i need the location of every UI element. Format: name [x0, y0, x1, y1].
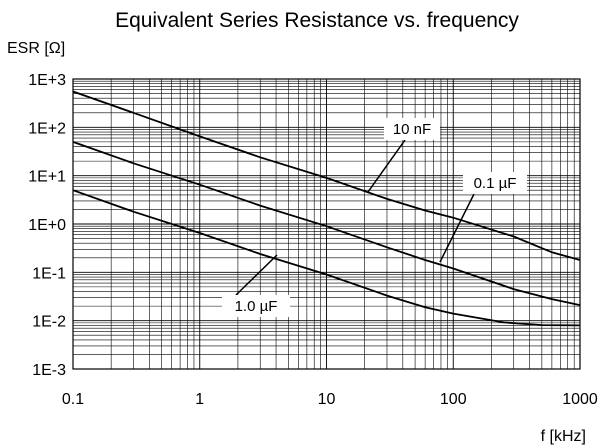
callout-leader — [235, 254, 278, 296]
x-tick-label: 10 — [318, 391, 336, 408]
series-lines — [72, 90, 581, 327]
callout-box — [222, 295, 290, 317]
y-tick-label: 1E-3 — [32, 362, 66, 379]
chart-title: Equivalent Series Resistance vs. frequen… — [115, 9, 519, 32]
x-tick-labels: 0.1 1 10 100 1000 — [62, 391, 598, 408]
callout-box — [384, 118, 440, 140]
callout-leader — [367, 139, 406, 193]
series-label: 10 nF — [393, 121, 431, 138]
series-line — [72, 141, 581, 306]
series-callouts: 10 nF 0.1 µF 1.0 µF — [222, 118, 527, 317]
x-tick-label: 1000 — [562, 391, 598, 408]
y-tick-label: 1E+0 — [28, 217, 66, 234]
series-label: 0.1 µF — [474, 175, 517, 192]
x-tick-label: 1 — [195, 391, 204, 408]
y-axis-label: ESR [Ω] — [7, 40, 65, 57]
y-tick-label: 1E+2 — [28, 120, 66, 137]
y-tick-labels: 1E+3 1E+2 1E+1 1E+0 1E-1 1E-2 1E-3 — [28, 72, 66, 379]
callout-box — [463, 172, 527, 194]
y-tick-label: 1E+1 — [28, 169, 66, 186]
x-tick-label: 0.1 — [62, 391, 84, 408]
callout-leader — [439, 193, 475, 263]
y-tick-label: 1E-2 — [32, 314, 66, 331]
y-tick-label: 1E+3 — [28, 72, 66, 89]
series-label: 1.0 µF — [235, 298, 278, 315]
grid — [72, 79, 580, 370]
plot-frame — [72, 78, 581, 370]
series-line — [72, 90, 581, 261]
x-axis-label: f [kHz] — [541, 428, 586, 445]
x-tick-label: 100 — [440, 391, 467, 408]
y-tick-label: 1E-1 — [32, 265, 66, 282]
series-line — [72, 189, 581, 327]
